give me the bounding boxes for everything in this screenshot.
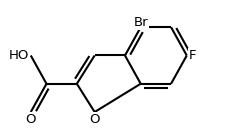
Text: HO: HO [9,49,29,62]
Text: O: O [90,113,100,126]
Text: Br: Br [134,16,148,29]
Text: O: O [26,113,36,126]
Text: F: F [189,49,196,62]
